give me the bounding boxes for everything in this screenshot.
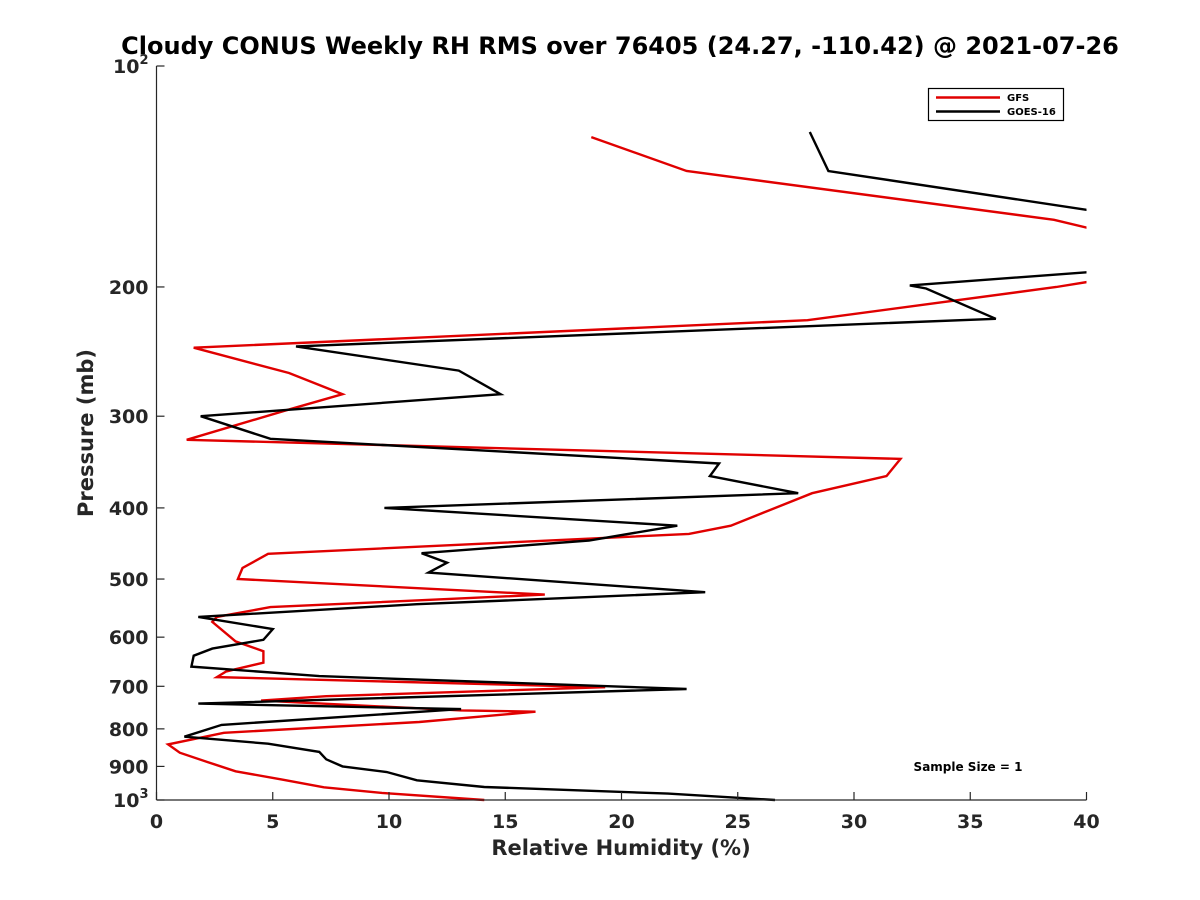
legend-box	[927, 87, 1065, 122]
plot-area	[156, 66, 1087, 800]
y-tick-label: 200	[109, 277, 149, 299]
y-tick-label: 500	[109, 569, 149, 591]
x-tick-label: 40	[1073, 811, 1099, 833]
y-tick-label: 800	[109, 719, 149, 741]
y-tick-label: 700	[109, 676, 149, 698]
series-line-goes-16	[184, 131, 1087, 802]
y-tick-label: 103	[113, 787, 149, 812]
y-tick-label: 900	[109, 756, 149, 778]
x-tick-label: 35	[957, 811, 983, 833]
y-ticks: 102 200 300 400 500 600 700 800 900 103	[109, 53, 165, 812]
y-tick-label: 300	[109, 406, 149, 428]
legend-label: GFS	[1007, 93, 1029, 104]
x-tick-label: 5	[266, 811, 279, 833]
x-ticks: 0 5 10 15 20 25 30 35 40	[150, 792, 1100, 833]
legend-label: GOES-16	[1007, 107, 1056, 118]
sample-size-annotation: Sample Size = 1	[914, 760, 1023, 774]
x-tick-label: 0	[150, 811, 163, 833]
y-axis-label: Pressure (mb)	[74, 349, 98, 517]
x-tick-label: 15	[492, 811, 518, 833]
chart-title: Cloudy CONUS Weekly RH RMS over 76405 (2…	[121, 32, 1119, 60]
x-tick-label: 20	[608, 811, 634, 833]
y-tick-label: 400	[109, 498, 149, 520]
x-tick-label: 10	[376, 811, 402, 833]
y-tick-label: 102	[113, 53, 149, 78]
x-tick-label: 30	[841, 811, 867, 833]
legend: GFS GOES-16	[927, 87, 1065, 122]
series-layer	[165, 131, 1087, 802]
x-tick-label: 25	[725, 811, 751, 833]
y-tick-label: 600	[109, 627, 149, 649]
x-axis-label: Relative Humidity (%)	[491, 836, 750, 860]
